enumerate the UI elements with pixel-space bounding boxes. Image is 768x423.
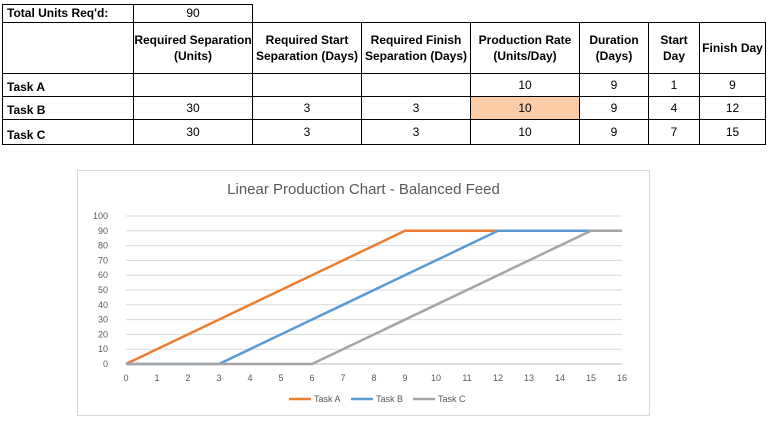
row-task-c-finish[interactable]: 15	[699, 119, 766, 145]
y-tick-label: 60	[98, 270, 108, 280]
row-task-c-rate[interactable]: 10	[470, 119, 580, 145]
row-task-a-rate[interactable]: 10	[470, 73, 580, 97]
row-task-a-duration[interactable]: 9	[579, 73, 649, 97]
header-required-separation[interactable]: Required Separation (Units)	[133, 22, 253, 74]
y-tick-label: 90	[98, 226, 108, 236]
x-tick-label: 0	[123, 373, 128, 383]
total-units-value[interactable]: 90	[133, 4, 253, 23]
row-task-c-sep-units[interactable]: 30	[133, 119, 253, 145]
legend-label-task-b: Task B	[376, 394, 403, 404]
linear-production-chart[interactable]: Linear Production Chart - Balanced Feed …	[77, 170, 650, 416]
header-blank-cell[interactable]	[2, 22, 134, 74]
header-production-rate[interactable]: Production Rate (Units/Day)	[470, 22, 580, 74]
row-task-b-finish-sep[interactable]: 3	[361, 96, 471, 120]
x-tick-label: 10	[431, 373, 441, 383]
x-tick-label: 2	[185, 373, 190, 383]
x-tick-label: 5	[278, 373, 283, 383]
row-task-b-duration[interactable]: 9	[579, 96, 649, 120]
row-task-c-start-sep[interactable]: 3	[252, 119, 362, 145]
chart-title: Linear Production Chart - Balanced Feed	[227, 181, 500, 198]
header-required-finish-separation[interactable]: Required Finish Separation (Days)	[361, 22, 471, 74]
row-task-c-start[interactable]: 7	[648, 119, 700, 145]
x-tick-label: 3	[216, 373, 221, 383]
legend-label-task-c: Task C	[438, 394, 466, 404]
row-task-c-duration[interactable]: 9	[579, 119, 649, 145]
row-task-b-rate-highlighted[interactable]: 10	[470, 96, 580, 120]
legend-label-task-a: Task A	[314, 394, 341, 404]
x-tick-label: 13	[524, 373, 534, 383]
row-task-b-label[interactable]: Task B	[2, 96, 134, 120]
row-task-b-sep-units[interactable]: 30	[133, 96, 253, 120]
row-task-b-start-sep[interactable]: 3	[252, 96, 362, 120]
x-tick-label: 7	[340, 373, 345, 383]
y-tick-label: 40	[98, 300, 108, 310]
total-units-label[interactable]: Total Units Req'd:	[2, 4, 134, 23]
x-tick-label: 12	[493, 373, 503, 383]
row-task-c-label[interactable]: Task C	[2, 119, 134, 145]
y-tick-label: 10	[98, 344, 108, 354]
x-tick-label: 4	[247, 373, 252, 383]
x-tick-label: 16	[617, 373, 627, 383]
header-start-day[interactable]: Start Day	[648, 22, 700, 74]
y-tick-label: 50	[98, 285, 108, 295]
series-line-task-c	[126, 229, 622, 366]
row-task-b-finish[interactable]: 12	[699, 96, 766, 120]
x-tick-label: 11	[462, 373, 471, 383]
row-task-a-label[interactable]: Task A	[2, 73, 134, 97]
y-tick-label: 0	[103, 359, 108, 369]
row-task-a-finish-sep[interactable]	[361, 73, 471, 97]
row-task-a-start[interactable]: 1	[648, 73, 700, 97]
row-task-b-start[interactable]: 4	[648, 96, 700, 120]
header-finish-day[interactable]: Finish Day	[699, 22, 766, 74]
x-tick-label: 15	[586, 373, 596, 383]
row-task-a-finish[interactable]: 9	[699, 73, 766, 97]
row-task-a-start-sep[interactable]	[252, 73, 362, 97]
y-tick-label: 80	[98, 241, 108, 251]
x-tick-label: 9	[402, 373, 407, 383]
header-required-start-separation[interactable]: Required Start Separation (Days)	[252, 22, 362, 74]
x-tick-label: 14	[555, 373, 565, 383]
header-duration[interactable]: Duration (Days)	[579, 22, 649, 74]
y-tick-label: 30	[98, 315, 108, 325]
y-tick-label: 20	[98, 329, 108, 339]
x-tick-label: 1	[154, 373, 159, 383]
row-task-a-sep-units[interactable]	[133, 73, 253, 97]
y-tick-label: 70	[98, 255, 108, 265]
y-tick-label: 100	[93, 211, 108, 221]
x-tick-label: 8	[371, 373, 376, 383]
x-tick-label: 6	[309, 373, 314, 383]
row-task-c-finish-sep[interactable]: 3	[361, 119, 471, 145]
